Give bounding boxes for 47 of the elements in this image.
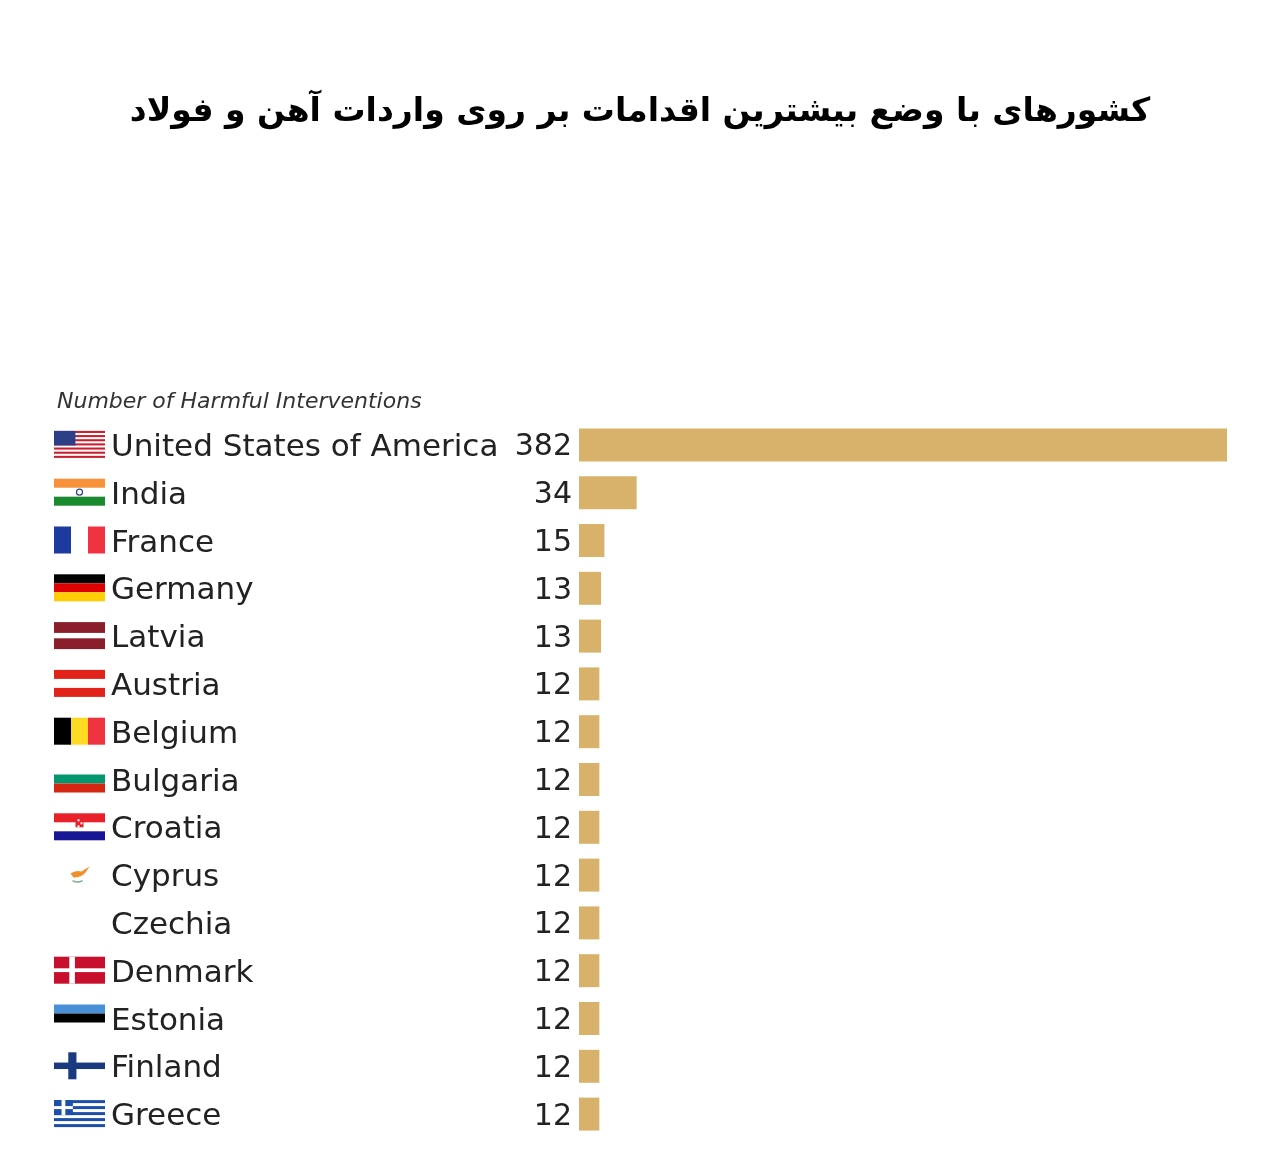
data-label: 15 bbox=[533, 523, 572, 558]
y-tick-label: Croatia bbox=[111, 809, 223, 846]
bar bbox=[579, 428, 1227, 462]
bar bbox=[579, 667, 600, 701]
y-tick-label: Germany bbox=[111, 570, 254, 607]
y-tick-label: Belgium bbox=[111, 713, 239, 750]
y-tick-label: Latvia bbox=[111, 618, 206, 655]
data-label: 13 bbox=[533, 570, 572, 606]
y-tick-label: United States of America bbox=[111, 426, 499, 463]
y-tick-label: Cyprus bbox=[111, 857, 220, 894]
bar bbox=[579, 571, 602, 605]
y-tick-label: Greece bbox=[111, 1096, 222, 1133]
x-axis-title: Number of Harmful Interventions bbox=[57, 387, 422, 413]
bar bbox=[579, 954, 600, 988]
y-tick-label: Czechia bbox=[111, 904, 233, 941]
bar bbox=[579, 619, 602, 653]
data-label: 382 bbox=[514, 427, 572, 463]
bar bbox=[579, 810, 600, 844]
bar bbox=[579, 858, 600, 892]
data-label: 12 bbox=[533, 1096, 572, 1132]
data-label: 34 bbox=[533, 475, 572, 511]
y-tick-label: France bbox=[111, 522, 215, 559]
y-tick-label: Bulgaria bbox=[111, 761, 240, 798]
data-label: 12 bbox=[533, 714, 572, 750]
y-tick-label: Denmark bbox=[111, 952, 254, 989]
data-label: 13 bbox=[533, 618, 572, 654]
y-tick-label: Estonia bbox=[111, 1000, 226, 1037]
y-tick-label: India bbox=[111, 474, 188, 511]
bar bbox=[579, 1097, 600, 1131]
y-tick-label: Austria bbox=[111, 665, 221, 702]
bar bbox=[579, 1002, 600, 1035]
data-label: 12 bbox=[533, 953, 572, 989]
data-label: 12 bbox=[533, 666, 572, 702]
bar bbox=[579, 524, 605, 557]
data-label: 12 bbox=[533, 762, 572, 797]
data-label: 12 bbox=[533, 1001, 572, 1036]
bar bbox=[579, 1049, 600, 1083]
bar bbox=[579, 476, 637, 510]
bar bbox=[579, 715, 600, 749]
chart-title: کشورهای با وضع بیشترین اقدامات بر روی واردات آهن و فولاد bbox=[129, 89, 1152, 130]
y-tick-label: Finland bbox=[111, 1048, 222, 1085]
bar bbox=[579, 763, 600, 796]
data-label: 12 bbox=[533, 905, 572, 941]
data-label: 12 bbox=[533, 1048, 572, 1084]
bar bbox=[579, 906, 600, 940]
data-label: 12 bbox=[533, 809, 572, 845]
data-label: 12 bbox=[533, 857, 572, 893]
